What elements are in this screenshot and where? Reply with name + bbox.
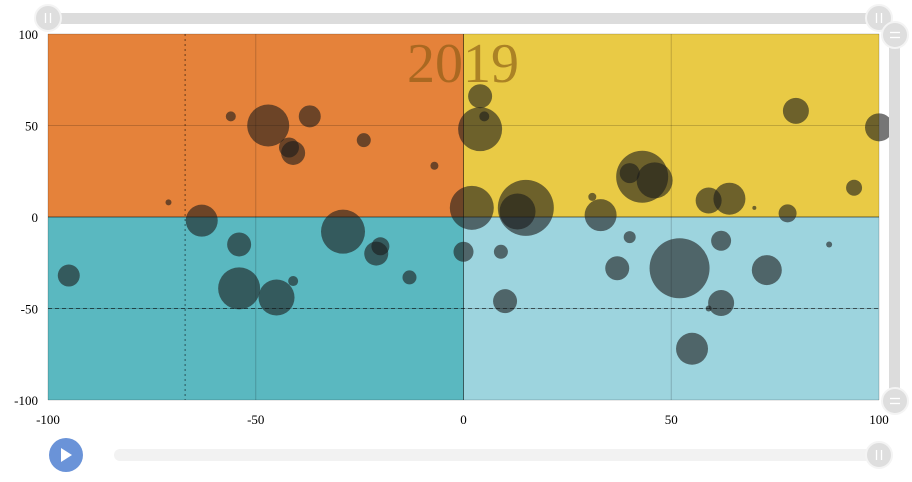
y-range-slider[interactable] xyxy=(881,21,909,415)
x-tick-label: 0 xyxy=(460,412,467,427)
bubble-point[interactable] xyxy=(708,290,735,317)
bubble-point[interactable] xyxy=(356,133,371,148)
bubble-point[interactable] xyxy=(402,270,417,285)
bubble-series xyxy=(57,84,893,365)
x-range-slider[interactable] xyxy=(34,4,893,32)
timeline-track[interactable] xyxy=(114,449,880,461)
bubble-point[interactable] xyxy=(371,237,390,256)
bubble-point[interactable] xyxy=(846,179,863,196)
bubble-point[interactable] xyxy=(826,241,833,248)
bubble-point[interactable] xyxy=(458,107,503,152)
bubble-point[interactable] xyxy=(782,97,809,124)
bubble-point[interactable] xyxy=(751,255,782,286)
bubble-point[interactable] xyxy=(605,256,630,281)
chart-title: 2019 xyxy=(407,33,519,95)
bubble-point[interactable] xyxy=(225,111,236,122)
x-range-handle-end[interactable] xyxy=(865,4,893,32)
y-range-handle-top[interactable] xyxy=(881,21,909,49)
bubble-point[interactable] xyxy=(778,204,797,223)
x-tick-label: -50 xyxy=(247,412,264,427)
x-tick-label: 50 xyxy=(665,412,678,427)
y-tick-label: 50 xyxy=(25,119,38,134)
bubble-point[interactable] xyxy=(493,289,518,314)
bubble-point[interactable] xyxy=(493,244,508,259)
reference-lines xyxy=(48,34,879,400)
x-range-handle-start[interactable] xyxy=(34,4,62,32)
bubble-point[interactable] xyxy=(258,279,295,316)
grip-vertical-icon xyxy=(875,450,883,460)
x-range-track[interactable] xyxy=(48,13,880,24)
x-axis-ticks: -100 -50 0 50 100 xyxy=(36,412,889,427)
bubble-point[interactable] xyxy=(649,238,710,299)
timeline-handle[interactable] xyxy=(865,441,893,469)
y-range-track[interactable] xyxy=(889,34,900,402)
grip-vertical-icon xyxy=(44,13,52,23)
grip-horizontal-icon xyxy=(890,31,900,39)
y-range-handle-bottom[interactable] xyxy=(881,387,909,415)
bubble-point[interactable] xyxy=(623,231,636,244)
y-axis-ticks: 100 50 0 -50 -100 xyxy=(14,27,38,408)
bubble-point[interactable] xyxy=(449,185,494,230)
bubble-point[interactable] xyxy=(588,192,597,201)
bubble-point[interactable] xyxy=(165,199,172,206)
bubble-point[interactable] xyxy=(713,182,746,215)
bubble-point[interactable] xyxy=(636,162,673,199)
bubble-point[interactable] xyxy=(57,264,80,287)
bubble-point[interactable] xyxy=(453,241,474,262)
bubble-point[interactable] xyxy=(865,113,893,142)
bubble-point[interactable] xyxy=(321,209,366,254)
bubble-point[interactable] xyxy=(497,179,554,236)
play-button[interactable] xyxy=(49,438,83,472)
grip-horizontal-icon xyxy=(890,397,900,405)
bubble-point[interactable] xyxy=(185,204,218,237)
timeline-slider[interactable] xyxy=(114,441,893,469)
play-icon xyxy=(61,448,72,462)
bubble-point[interactable] xyxy=(247,104,290,147)
bubble-point[interactable] xyxy=(676,332,709,365)
x-tick-label: 100 xyxy=(869,412,889,427)
y-tick-label: -100 xyxy=(14,393,38,408)
bubble-point[interactable] xyxy=(479,111,490,122)
bubble-point[interactable] xyxy=(227,232,252,257)
bubble-point[interactable] xyxy=(752,205,757,210)
x-tick-label: -100 xyxy=(36,412,60,427)
bubble-point[interactable] xyxy=(298,105,321,128)
bubble-point[interactable] xyxy=(430,161,439,170)
y-tick-label: 0 xyxy=(32,210,39,225)
bubble-point[interactable] xyxy=(288,276,299,287)
bubble-point[interactable] xyxy=(584,199,617,232)
bubble-point[interactable] xyxy=(468,84,493,109)
bubble-point[interactable] xyxy=(218,267,261,310)
grip-vertical-icon xyxy=(875,13,883,23)
y-tick-label: 100 xyxy=(19,27,39,42)
bubble-point[interactable] xyxy=(711,230,732,251)
y-tick-label: -50 xyxy=(21,302,38,317)
bubble-point[interactable] xyxy=(281,140,306,165)
